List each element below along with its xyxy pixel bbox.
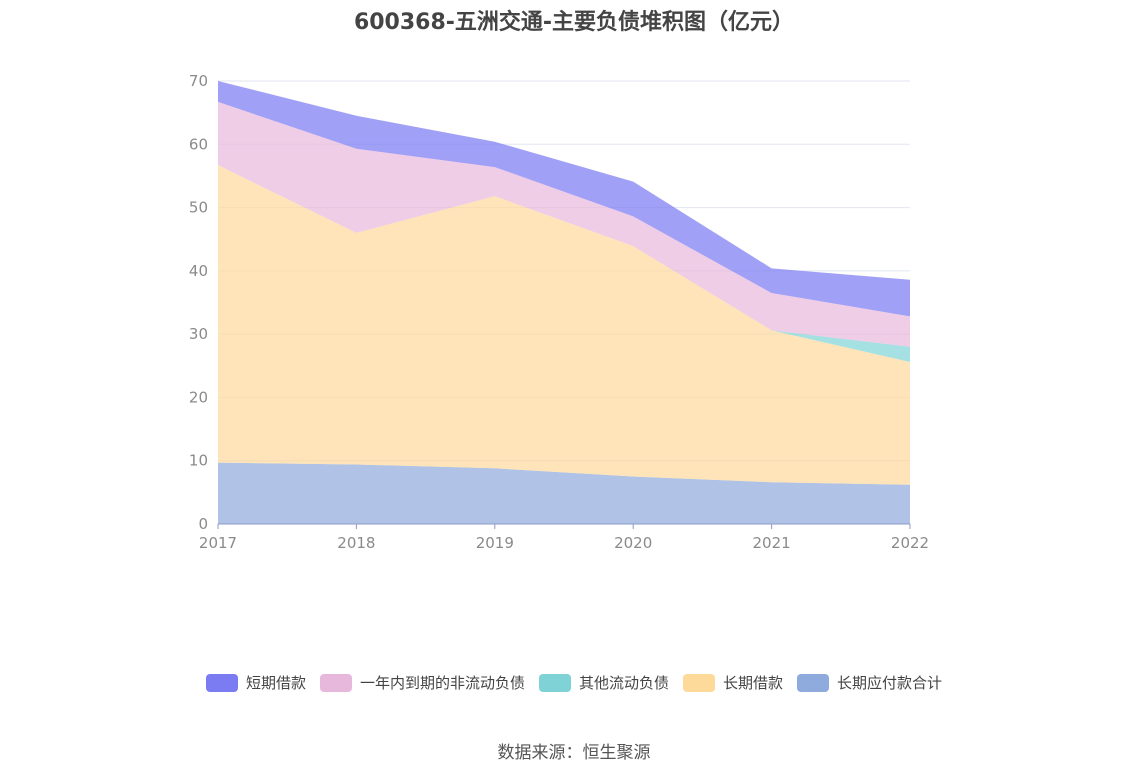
area-series — [218, 81, 910, 524]
legend-swatch — [797, 673, 830, 692]
legend-label: 一年内到期的非流动负债 — [359, 674, 525, 692]
legend-label: 其他流动负债 — [578, 674, 669, 692]
y-tick-label: 20 — [189, 388, 208, 406]
x-tick-label: 2022 — [891, 534, 929, 552]
area-series-1[interactable] — [218, 165, 910, 485]
legend-label: 长期应付款合计 — [837, 674, 943, 692]
legend-swatch — [683, 673, 715, 692]
y-tick-label: 50 — [189, 199, 208, 217]
y-tick-label: 10 — [189, 452, 208, 470]
legend-item[interactable]: 长期应付款合计 — [797, 672, 942, 693]
legend-item[interactable]: 短期借款 — [205, 672, 306, 693]
x-tick-label: 2017 — [199, 534, 237, 552]
area-series-0[interactable] — [218, 462, 910, 524]
area-series-4[interactable] — [218, 81, 910, 317]
legend-swatch — [538, 673, 571, 692]
y-tick-label: 70 — [189, 72, 208, 90]
tick-labels: 0 10 20 30 40 50 60 70 2017 2018 2019 2020 2021 2022 — [189, 72, 929, 552]
legend-label: 短期借款 — [245, 674, 306, 692]
chart-title: 600368-五洲交通-主要负债堆积图（亿元） — [353, 10, 795, 35]
legend-item[interactable]: 长期借款 — [683, 672, 783, 693]
legend: 短期借款 一年内到期的非流动负债 其他流动负债 长期借款 长期应付款合计 — [0, 672, 1148, 693]
y-tick-label: 0 — [198, 515, 208, 533]
legend-label: 长期借款 — [723, 674, 784, 692]
legend-item[interactable]: 其他流动负债 — [538, 672, 669, 693]
legend-swatch — [205, 673, 238, 692]
y-tick-label: 60 — [189, 135, 208, 153]
area-series-2[interactable] — [218, 165, 910, 362]
axes — [217, 523, 911, 529]
x-tick-label: 2020 — [614, 534, 652, 552]
source-note: 数据来源：恒生聚源 — [497, 743, 651, 763]
y-tick-label: 30 — [189, 325, 208, 343]
x-tick-label: 2021 — [753, 534, 791, 552]
x-tick-label: 2018 — [337, 534, 375, 552]
x-tick-label: 2019 — [476, 534, 514, 552]
area-series-3[interactable] — [218, 101, 910, 347]
legend-swatch — [319, 673, 352, 692]
legend-item[interactable]: 一年内到期的非流动负债 — [319, 672, 525, 693]
stacked-area-chart: 0 10 20 30 40 50 60 70 2017 2018 2019 2020 2021 2022 — [189, 72, 929, 552]
y-tick-label: 40 — [189, 262, 208, 280]
